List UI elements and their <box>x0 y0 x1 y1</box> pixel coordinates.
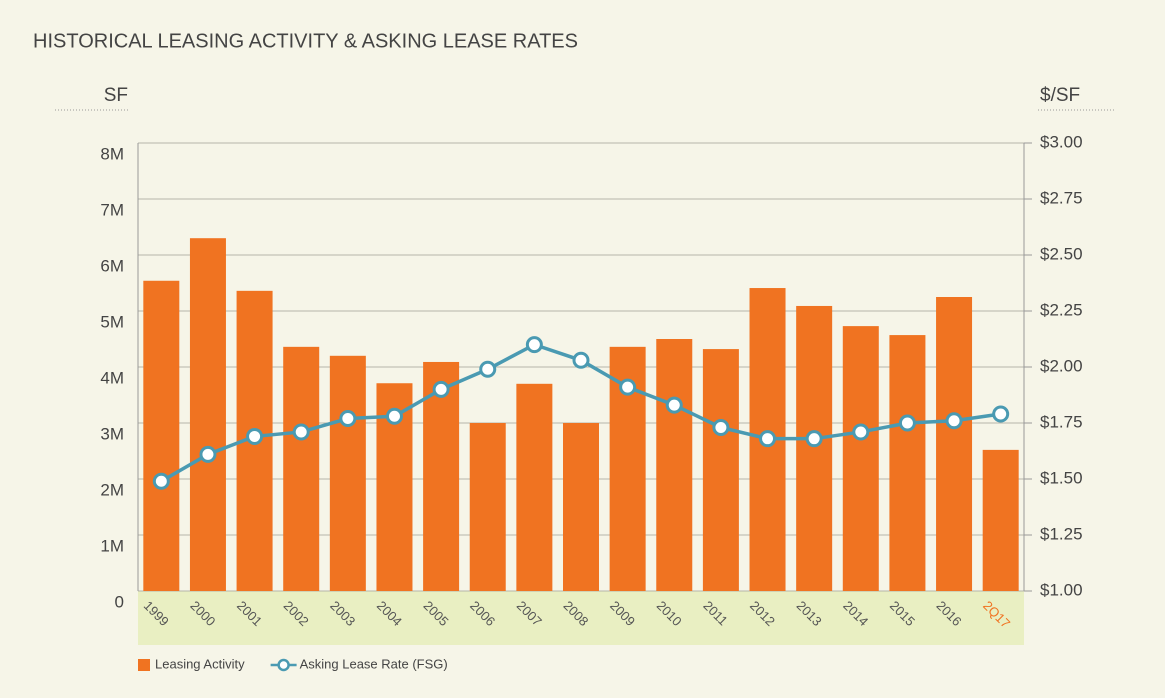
line-marker <box>945 412 963 430</box>
y2-tick-label: $2.25 <box>1040 300 1083 319</box>
y2-tick-label: $1.25 <box>1040 524 1083 543</box>
line-marker <box>619 378 637 396</box>
bar <box>469 423 506 591</box>
y-tick-label: 2M <box>100 480 124 499</box>
y-tick-label: 5M <box>100 312 124 331</box>
y-tick-label: 6M <box>100 256 124 275</box>
line-marker <box>199 445 217 463</box>
y2-axis-title: $/SF <box>1040 85 1080 106</box>
line-marker <box>385 407 403 425</box>
line-marker <box>665 396 683 414</box>
line-marker <box>292 423 310 441</box>
y2-tick-label: $1.75 <box>1040 412 1083 431</box>
y-tick-label: 7M <box>100 200 124 219</box>
bar <box>563 423 599 591</box>
y2-tick-label: $3.00 <box>1040 132 1083 151</box>
bar <box>143 280 180 591</box>
y2-tick-label: $1.50 <box>1040 468 1083 487</box>
bar <box>889 335 926 591</box>
y2-tick-label: $2.00 <box>1040 356 1083 375</box>
y-tick-label: 3M <box>100 424 124 443</box>
y-tick-label: 0 <box>115 592 124 611</box>
y2-tick-label: $1.00 <box>1040 580 1083 599</box>
line-marker <box>992 405 1010 423</box>
bar <box>283 346 320 591</box>
y2-tick-label: $2.50 <box>1040 244 1083 263</box>
line-marker <box>479 360 497 378</box>
y-tick-label: 4M <box>100 368 124 387</box>
line-marker <box>152 472 170 490</box>
line-marker <box>712 418 730 436</box>
legend-swatch <box>277 658 290 672</box>
line-marker <box>525 336 543 354</box>
legend-label: Asking Lease Rate (FSG) <box>300 656 448 671</box>
y-axis-title: SF <box>104 85 128 106</box>
bar <box>423 361 460 591</box>
bar <box>796 305 833 591</box>
line-marker <box>898 414 916 432</box>
line-marker <box>572 351 590 369</box>
line-marker <box>759 430 777 448</box>
bar <box>189 238 226 591</box>
x-axis-band <box>138 591 1024 645</box>
y-tick-label: 1M <box>100 536 124 555</box>
bar <box>516 383 553 591</box>
bar <box>982 449 1019 591</box>
y2-tick-label: $2.75 <box>1040 188 1083 207</box>
bar <box>656 339 693 591</box>
line-marker <box>432 380 450 398</box>
bar <box>936 297 973 591</box>
chart-title: HISTORICAL LEASING ACTIVITY & ASKING LEA… <box>33 30 578 52</box>
legend-label: Leasing Activity <box>155 656 245 671</box>
bar <box>842 326 879 591</box>
legend-swatch <box>138 659 150 671</box>
bar <box>702 349 739 591</box>
line-marker <box>246 427 264 445</box>
bar <box>329 355 366 591</box>
line-marker <box>339 410 357 428</box>
line-marker <box>852 423 870 441</box>
y-tick-label: 8M <box>100 144 124 163</box>
line-marker <box>805 430 823 448</box>
